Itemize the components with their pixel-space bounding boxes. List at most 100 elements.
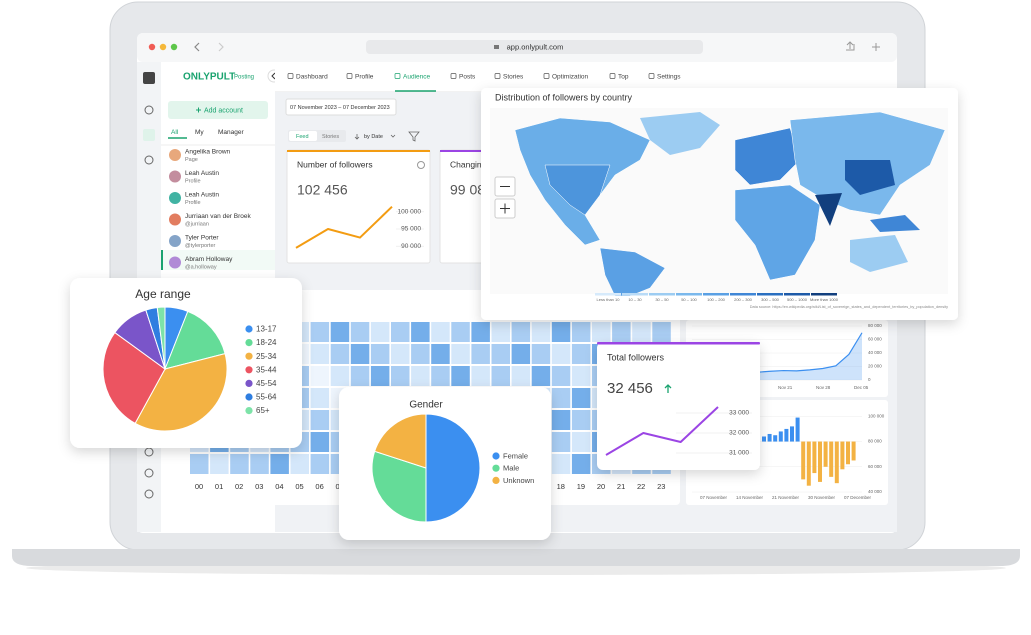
heatmap-cell	[391, 344, 410, 364]
heatmap-cell	[370, 344, 390, 364]
legend-swatch	[595, 293, 621, 296]
hour-label: 03	[255, 482, 263, 491]
heatmap-cell	[350, 344, 370, 364]
add-account-button[interactable]	[168, 101, 268, 119]
map-source: Data source: https://en.wikipedia.org/wi…	[750, 305, 948, 309]
nav-tab[interactable]: Posts	[459, 74, 476, 81]
y-tick-label: 20 000	[868, 364, 882, 369]
heatmap-cell	[551, 410, 571, 430]
heatmap-cell	[511, 344, 531, 364]
brand: ONLYPULT	[183, 72, 235, 83]
account-name[interactable]: Tyler Porter	[185, 235, 219, 242]
hour-label: 06	[315, 482, 323, 491]
bar	[801, 441, 806, 480]
bar	[767, 433, 772, 442]
heatmap-cell	[310, 432, 330, 452]
heatmap-cell	[531, 322, 551, 342]
heatmap-cell	[411, 366, 430, 386]
view-tab[interactable]: Feed	[296, 134, 309, 140]
y-tick-label: 0	[868, 377, 871, 382]
x-tick-label: 14 November	[736, 495, 764, 500]
bar	[823, 441, 828, 467]
account-handle: Page	[185, 157, 198, 163]
nav-tab[interactable]: Top	[618, 74, 629, 81]
y-tick-label: 60 000	[868, 464, 882, 469]
legend-swatch	[676, 293, 702, 296]
nav-tab[interactable]: Profile	[355, 74, 374, 81]
legend-marker	[245, 366, 253, 374]
filter-tab[interactable]: All	[171, 129, 179, 136]
y-tick-label: 90 000	[401, 243, 421, 250]
account-name[interactable]: Abram Holloway	[185, 256, 233, 263]
x-tick-label: Dec 05	[854, 385, 869, 390]
heatmap-cell	[431, 322, 450, 342]
legend-label: 45-54	[256, 379, 277, 388]
bar	[846, 441, 850, 465]
heatmap-cell	[471, 344, 490, 364]
account-handle: Profile	[185, 178, 201, 184]
heatmap-cell	[330, 322, 350, 342]
pie-slice	[425, 413, 481, 523]
hour-label: 21	[617, 482, 625, 491]
age-card: Age range 13-17 18-24 25-34 35-44 45-54 55-64…	[70, 278, 302, 448]
legend-marker	[245, 339, 253, 347]
tab-icon	[648, 73, 655, 79]
nav-tab[interactable]: Audience	[403, 74, 430, 81]
legend-marker	[492, 452, 500, 460]
url-bar[interactable]	[366, 40, 703, 54]
heatmap-cell	[551, 454, 571, 474]
hour-label: 01	[215, 482, 223, 491]
view-tab[interactable]: Stories	[322, 134, 339, 140]
nav-tab[interactable]: Dashboard	[296, 74, 328, 81]
nav-tab[interactable]: Settings	[657, 74, 681, 81]
filter-tab[interactable]: Manager	[218, 129, 244, 136]
legend-label: Unknown	[503, 476, 534, 485]
url: app.onlypult.com	[507, 42, 564, 51]
bar	[773, 435, 778, 442]
legend-swatch	[784, 293, 810, 296]
account-handle: @jurriaan	[185, 221, 209, 227]
heatmap-cell	[571, 322, 591, 342]
account-handle: @a.holloway	[185, 264, 217, 270]
heatmap-cell	[551, 366, 571, 386]
account-name[interactable]: Leah Austin	[185, 170, 219, 177]
hour-label: 20	[597, 482, 605, 491]
heatmap-cell	[411, 322, 430, 342]
heatmap-cell	[571, 410, 591, 430]
pie-slice	[102, 331, 166, 425]
legend-label: Male	[503, 464, 519, 473]
heatmap-cell	[612, 322, 631, 342]
filter-tab[interactable]: My	[195, 129, 204, 136]
y-tick-label: 32 000	[729, 430, 749, 437]
account-name[interactable]: Jurriaan van der Broek	[185, 213, 252, 220]
card-title: Changin	[450, 159, 482, 169]
legend-label: 13-17	[256, 325, 277, 334]
bar	[812, 441, 817, 474]
tab-icon	[494, 73, 501, 79]
card-title: Gender	[409, 400, 443, 411]
account-name[interactable]: Angelika Brown	[185, 149, 231, 156]
legend-label: 25-34	[256, 352, 277, 361]
sort[interactable]: by Date	[364, 134, 383, 140]
gender-card: Gender Female Male Unknown	[339, 387, 551, 540]
avatar	[169, 170, 181, 183]
nav-tab[interactable]: Optimization	[552, 74, 589, 81]
heatmap-cell	[431, 366, 450, 386]
nav-tab[interactable]: Stories	[503, 74, 524, 81]
y-tick-label: 80 000	[868, 323, 882, 328]
heatmap-cell	[451, 322, 470, 342]
heatmap-cell	[330, 344, 350, 364]
heatmap-cell	[511, 366, 531, 386]
bar	[851, 441, 856, 461]
heatmap-cell	[310, 454, 330, 474]
world-map	[514, 111, 946, 297]
browser-bar: app.onlypult.com	[137, 33, 897, 62]
heatmap-cell	[571, 388, 591, 408]
legend-label: Less than 10	[597, 297, 621, 302]
pie-slice	[371, 450, 427, 523]
heatmap-cell	[511, 322, 531, 342]
heatmap-cell	[290, 454, 309, 474]
account-name[interactable]: Leah Austin	[185, 192, 219, 199]
line	[295, 205, 393, 249]
date-picker[interactable]	[285, 98, 397, 116]
